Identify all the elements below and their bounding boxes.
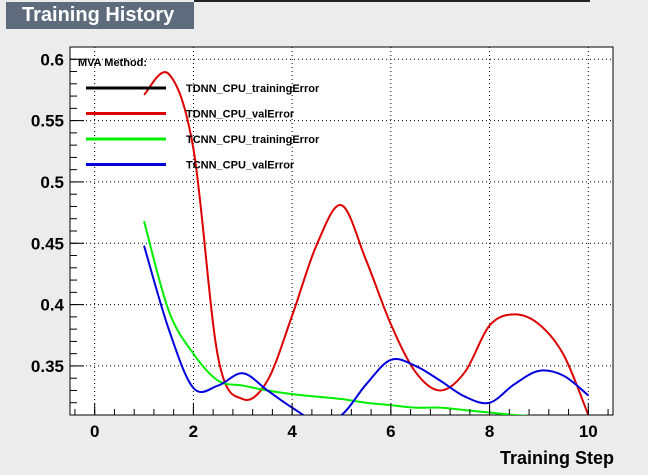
plot-area xyxy=(69,46,614,416)
x-tick-label: 4 xyxy=(287,422,297,441)
top-border-line xyxy=(194,0,590,2)
x-tick-label: 0 xyxy=(90,422,99,441)
y-tick-label: 0.35 xyxy=(31,357,64,376)
series-line-tcnn-cpu-trainingerror xyxy=(143,220,534,415)
y-tick-label: 0.45 xyxy=(31,234,64,253)
x-tick-label: 8 xyxy=(485,422,494,441)
legend-entry-label: TDNN_CPU_trainingError xyxy=(186,83,320,95)
axes: 0 2 4 6 8 10 0.35 0.4 0.45 0.5 0.55 0.6 xyxy=(31,50,609,441)
legend-entry-label: TCNN_CPU_trainingError xyxy=(186,134,320,146)
chart-title: Training History xyxy=(6,2,194,29)
x-tick-label: 6 xyxy=(386,422,395,441)
y-tick-label: 0.6 xyxy=(40,50,64,69)
x-tick-label: 2 xyxy=(189,422,198,441)
y-tick-label: 0.55 xyxy=(31,112,64,131)
legend-header: MVA Method: xyxy=(78,57,147,69)
series-line-tcnn-cpu-valerror xyxy=(143,245,589,415)
x-tick-label: 10 xyxy=(579,422,598,441)
legend: MVA Method: TDNN_CPU_trainingError TDNN_CP… xyxy=(78,57,320,172)
series-lines xyxy=(143,71,590,415)
y-tick-label: 0.4 xyxy=(40,296,64,315)
legend-entry-label: TDNN_CPU_valError xyxy=(186,109,295,121)
y-tick-label: 0.5 xyxy=(40,173,64,192)
grid-lines xyxy=(70,47,613,415)
series-line-tdnn-cpu-valerror xyxy=(143,71,590,415)
legend-entry-label: TCNN_CPU_valError xyxy=(186,160,295,172)
x-axis-title: Training Step xyxy=(500,448,614,468)
